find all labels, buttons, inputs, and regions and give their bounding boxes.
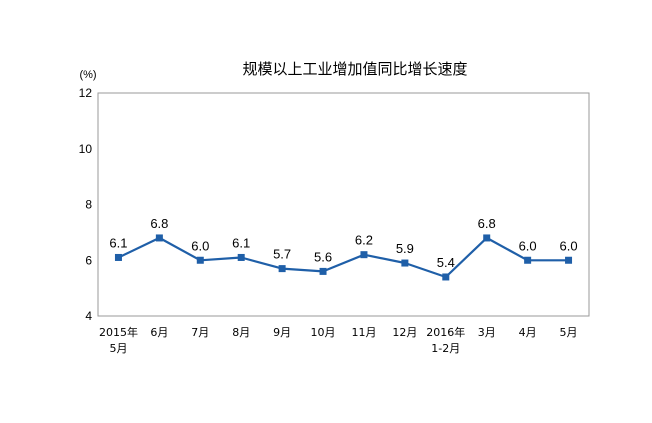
y-tick-label: 4: [85, 309, 92, 323]
data-label: 5.9: [396, 241, 414, 256]
x-tick-label: 12月: [392, 326, 417, 339]
data-labels: 6.1 6.8 6.0 6.1 5.7 5.6 6.2 5.9 5.4 6.8 6.0 6.0: [109, 216, 577, 270]
data-point-marker: [360, 251, 368, 259]
data-label: 6.0: [519, 238, 537, 253]
data-label: 6.8: [478, 216, 496, 231]
y-tick-label: 10: [79, 142, 93, 156]
data-label: 5.6: [314, 249, 332, 264]
y-tick-label: 6: [85, 253, 92, 267]
data-label: 6.2: [355, 233, 373, 248]
x-tick-label: 11月: [351, 326, 376, 339]
data-label: 5.7: [273, 247, 291, 262]
data-label: 6.1: [109, 235, 127, 250]
data-point-marker: [483, 234, 491, 242]
data-label: 6.8: [150, 216, 168, 231]
x-tick-label: 2015年: [99, 325, 138, 339]
y-axis-ticks: 4 6 8 10 12: [79, 86, 93, 323]
data-point-marker: [237, 253, 245, 261]
y-unit-label: (%): [79, 69, 96, 81]
x-axis-ticks: 2015年 5月 6月 7月 8月 9月 10月 11月 12月 2016年 1-2月 3月 4月 5月: [99, 325, 578, 355]
data-label: 6.1: [232, 235, 250, 250]
data-label: 6.0: [191, 238, 209, 253]
data-point-marker: [401, 259, 409, 267]
y-tick-label: 12: [79, 86, 93, 100]
data-point-marker: [155, 234, 163, 242]
data-point-marker: [565, 256, 573, 264]
x-tick-label: 7月: [191, 326, 209, 339]
x-tick-label-line2: 5月: [109, 342, 127, 355]
x-tick-label: 9月: [273, 326, 291, 339]
data-point-marker: [278, 265, 286, 273]
x-tick-label: 10月: [311, 326, 336, 339]
data-point-marker: [524, 256, 532, 264]
data-point-marker: [319, 267, 327, 275]
data-point-marker: [442, 273, 450, 281]
x-tick-label: 2016年: [426, 325, 465, 339]
data-point-marker: [196, 256, 204, 264]
data-label: 5.4: [437, 255, 455, 270]
chart-title: 规模以上工业增加值同比增长速度: [242, 60, 467, 78]
x-tick-label: 3月: [478, 326, 496, 339]
x-tick-label: 6月: [150, 326, 168, 339]
x-tick-label-line2: 1-2月: [431, 342, 460, 355]
data-point-marker: [114, 253, 122, 261]
data-label: 6.0: [560, 238, 578, 253]
x-tick-label: 5月: [560, 326, 578, 339]
x-tick-label: 8月: [232, 326, 250, 339]
plot-area-frame: [97, 92, 590, 317]
series-line: [118, 236, 569, 279]
data-points: [114, 234, 573, 281]
x-tick-label: 4月: [519, 326, 537, 339]
y-tick-label: 8: [85, 198, 92, 212]
